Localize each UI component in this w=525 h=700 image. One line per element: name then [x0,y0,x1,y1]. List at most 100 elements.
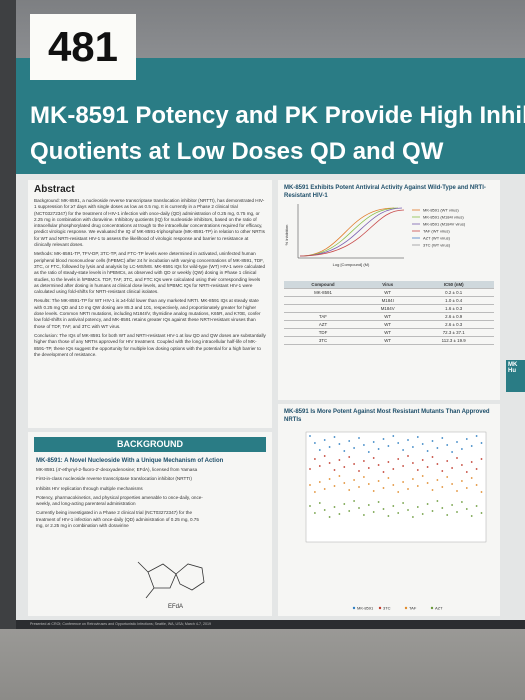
decor-dot [353,447,355,449]
header-cell: Compound [284,281,362,289]
decor-dot [363,514,365,516]
decor-dot [421,459,424,461]
decor-dot [367,504,370,506]
decor-dot [446,514,449,516]
table-cell: AZT [284,320,362,329]
legend-label: AZT [435,606,443,611]
scatter-chart: MK-8591 3TC TAF AZT [305,431,487,611]
decor-dot [431,510,434,512]
decor-dot [470,461,473,463]
decor-dot [392,468,395,470]
table-cell: 0.2 ± 0.1 [413,288,494,297]
decor-dot [348,489,351,491]
decor-dot [333,469,336,471]
decor-dot [461,480,463,482]
x-label: Log [Compound] (M) [333,262,370,267]
table-cell: 2.6 ± 0.3 [413,320,494,329]
decor-dot [470,445,473,447]
decor-dot [480,491,483,493]
decor-dot [475,435,478,437]
table-cell: 112.3 ± 19.9 [413,336,494,345]
decor-dot [358,470,360,472]
decor-dot [392,435,395,437]
table-cell: M184V [361,304,414,313]
decor-dot [353,500,355,502]
decor-dot [461,501,463,503]
bullet: Potency, pharmacokinetics, and physical … [36,494,203,507]
background: BACKGROUND MK-8591: A Novel Nucleoside W… [28,432,272,616]
decor-dot [441,470,444,472]
decor-dot [367,483,370,485]
side-text: Hu [508,368,516,374]
decor-dot [402,481,404,483]
decor-dot [309,484,311,486]
decor-dot [431,440,434,442]
decor-dot [436,447,439,449]
decor-dot [470,477,473,479]
table-cell: 1.0 ± 0.4 [413,296,494,305]
legend-label: TAF [409,606,417,611]
decor-dot [436,479,439,481]
decor-dot [314,458,316,460]
header-row: Compound Virus IC50 (nM) [284,281,494,289]
table-cell [284,304,362,313]
decor-dot [382,471,385,473]
decor-dot [475,484,478,486]
table-row: M184V 1.6 ± 0.3 [284,304,494,313]
decor-dot [323,455,326,457]
decor-dot [387,461,390,463]
decor-dot [426,450,429,452]
bullet: Currently being investigated in a Phase … [36,510,199,529]
decor-dot [343,503,346,505]
panel-title: MK-8591 Exhibits Potent Antiviral Activi… [284,185,486,199]
decor-dot [446,460,449,462]
decor-dot [456,490,458,492]
decor-dot [465,471,468,473]
decor-dot [309,468,311,470]
abstract-paragraph: Methods: MK-8591-TP, TFV-DP, 3TC-TP, and… [34,251,266,295]
legend-swatch [352,606,356,610]
decor-dot [372,457,375,459]
decor-dot [436,463,439,465]
decor-dot [446,444,449,446]
table-row: M184I 1.0 ± 0.4 [284,296,494,305]
table-cell: MK-8591 [284,288,362,297]
decor-dot [397,491,400,493]
decor-dot [328,478,331,480]
decor-dot [397,458,400,460]
decor-dot [353,479,355,481]
decor-dot [421,443,424,445]
decor-dot [441,437,444,439]
decor-dot [456,457,458,459]
table-row: MK-8591 WT 0.2 ± 0.1 [284,288,494,297]
legend-swatch [430,606,434,610]
header-cell: IC50 (nM) [413,281,494,289]
abstract-paragraph: Results: The MK-8591-TP for WT HIV-1 is … [34,298,261,329]
decor-dot [323,509,326,511]
decor-dot [367,467,370,469]
decor-dot [328,446,331,448]
bullet: MK-8591 (4'-ethynyl-2-fluoro-2'-deoxyade… [36,467,198,472]
decor-dot [416,436,419,438]
decor-dot [328,462,331,464]
decor-dot [377,464,380,466]
decor-dot [314,512,316,514]
decor-dot [426,503,429,505]
decor-dot [348,456,351,458]
decor-dot [343,450,346,452]
legend-label: AZT (WT virus) [423,236,451,241]
decor-dot [363,460,365,462]
decor-dot [318,502,321,504]
table-cell: 3TC [284,336,362,345]
decor-dot [338,513,341,515]
decor-dot [348,440,351,442]
decor-dot [314,442,316,444]
decor-dot [407,509,409,511]
decor-dot [402,502,404,504]
legend-label: MK-8591 [357,606,374,611]
side-panel: MK Hu [506,360,525,392]
decor-dot [372,441,375,443]
legend-swatch [404,606,408,610]
table-row: TAF WT 2.6 ± 0.9 [284,312,494,321]
